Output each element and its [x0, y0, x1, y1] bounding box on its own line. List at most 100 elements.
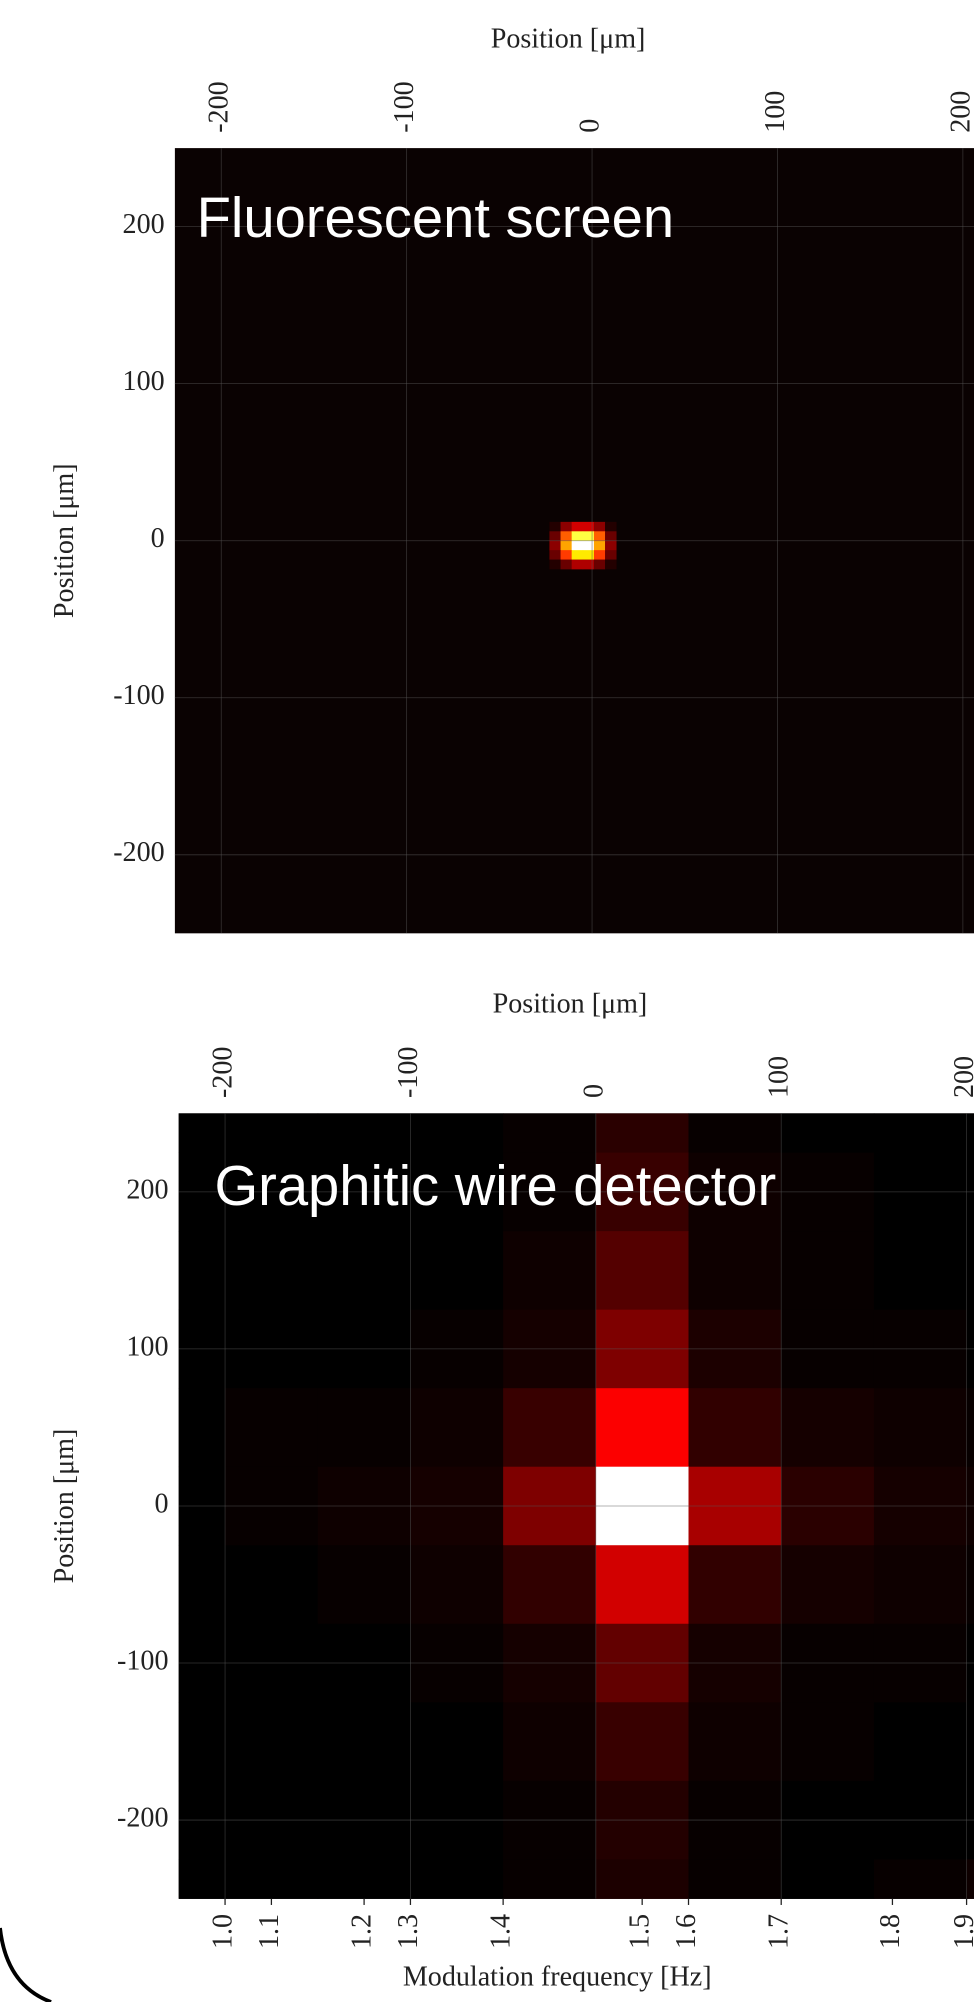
heat-cell — [225, 1545, 318, 1624]
heat-cell — [594, 560, 606, 570]
heat-cell — [179, 1388, 226, 1467]
heat-cell — [583, 560, 595, 570]
heat-cell — [967, 1859, 974, 1899]
heat-cell — [596, 1113, 689, 1153]
heat-cell — [318, 1859, 411, 1899]
figure: -200 -100 0 100 200 200 100 0 -100 -200 Position [… — [0, 0, 974, 2002]
heat-cell — [572, 531, 584, 541]
heat-cell — [689, 1545, 782, 1624]
y-tick-label: 200 — [123, 209, 165, 240]
heat-cell — [561, 541, 573, 551]
heat-cell — [689, 1388, 782, 1467]
heat-cell — [781, 1545, 874, 1624]
y-tick-label: 200 — [126, 1174, 168, 1205]
y-axis-label: Position [μm] — [49, 1429, 80, 1584]
y-tick-label: -100 — [113, 680, 164, 711]
heat-cell — [583, 522, 595, 532]
heat-cell — [318, 1545, 411, 1624]
heat-cell — [561, 560, 573, 570]
heat-cell — [410, 1231, 503, 1310]
x2-tick-label: 1.9 — [949, 1914, 974, 1949]
y-tick-label: -100 — [117, 1645, 168, 1676]
heat-cell — [318, 1702, 411, 1781]
heat-cell — [225, 1113, 318, 1153]
x-tick-label: 0 — [578, 1084, 609, 1098]
panel-annotation: Fluorescent screen — [197, 186, 675, 249]
x2-tick-label: 1.6 — [671, 1914, 702, 1949]
x2-tick-label: 1.3 — [393, 1914, 424, 1949]
x2-tick-label: 1.0 — [208, 1914, 239, 1949]
heat-cell — [549, 560, 561, 570]
heat-cell — [781, 1231, 874, 1310]
heat-cell — [874, 1113, 967, 1153]
heat-cell — [967, 1113, 974, 1153]
heat-cell — [225, 1859, 318, 1899]
panel-annotation: Graphitic wire detector — [214, 1154, 776, 1217]
heat-cell — [605, 541, 617, 551]
x-tick-label: 200 — [945, 91, 974, 133]
heat-cell — [967, 1388, 974, 1467]
heat-cell — [225, 1231, 318, 1310]
heat-cell — [572, 550, 584, 560]
heat-cell — [549, 522, 561, 532]
heat-cell — [225, 1388, 318, 1467]
x2-tick-label: 1.5 — [625, 1914, 656, 1949]
x-tick-label: 0 — [574, 119, 605, 133]
heat-cell — [605, 550, 617, 560]
page: -200 -100 0 100 200 200 100 0 -100 -200 Position [… — [0, 0, 974, 2002]
heat-cell — [561, 550, 573, 560]
y-tick-label: -200 — [117, 1802, 168, 1833]
x2-tick-label: 1.4 — [486, 1914, 517, 1949]
heat-cell — [410, 1859, 503, 1899]
y-tick-label: 0 — [154, 1488, 168, 1519]
heat-cell — [689, 1231, 782, 1310]
heat-cell — [318, 1231, 411, 1310]
heat-cell — [596, 1859, 689, 1899]
x-tick-label: -200 — [208, 1047, 239, 1098]
heat-cell — [781, 1702, 874, 1781]
heat-cell — [410, 1388, 503, 1467]
x-axis-label: Position [μm] — [493, 989, 648, 1020]
x2-tick-label: 1.1 — [254, 1914, 285, 1949]
y-axis-label: Position [μm] — [49, 463, 80, 618]
heat-cell — [318, 1113, 411, 1153]
heat-cell — [318, 1388, 411, 1467]
x-tick-label: -100 — [389, 81, 420, 132]
heat-cell — [967, 1231, 974, 1310]
heat-cell — [583, 531, 595, 541]
heat-cell — [225, 1702, 318, 1781]
heat-cell — [594, 550, 606, 560]
heat-cell — [179, 1231, 226, 1310]
y-tick-label: 100 — [123, 366, 165, 397]
x2-tick-label: 1.7 — [764, 1914, 795, 1949]
heat-cell — [689, 1702, 782, 1781]
heat-cell — [967, 1702, 974, 1781]
x-tick-label: 200 — [949, 1056, 974, 1098]
heat-cell — [874, 1859, 967, 1899]
heat-cell — [605, 560, 617, 570]
x-tick-label: 100 — [764, 1056, 795, 1098]
heat-cell — [583, 550, 595, 560]
x-axis-label: Position [μm] — [491, 23, 646, 54]
y-tick-label: -200 — [113, 837, 164, 868]
heat-cell — [179, 1545, 226, 1624]
heat-cell — [689, 1113, 782, 1153]
heat-cell — [410, 1702, 503, 1781]
heat-cell — [503, 1545, 596, 1624]
heat-cell — [874, 1231, 967, 1310]
heat-cell — [410, 1113, 503, 1153]
heat-cell — [572, 522, 584, 532]
heat-cell — [561, 531, 573, 541]
heat-cell — [594, 522, 606, 532]
x-tick-label: -200 — [204, 81, 235, 132]
heat-cell — [503, 1702, 596, 1781]
heat-cell — [594, 541, 606, 551]
heat-cell — [605, 531, 617, 541]
heat-cell — [596, 1545, 689, 1624]
heat-cell — [549, 531, 561, 541]
x2-tick-label: 1.2 — [347, 1914, 378, 1949]
x-tick-label: 100 — [760, 91, 791, 133]
heat-cell — [583, 541, 595, 551]
x2-tick-label: 1.8 — [875, 1914, 906, 1949]
y-tick-label: 100 — [126, 1331, 168, 1362]
